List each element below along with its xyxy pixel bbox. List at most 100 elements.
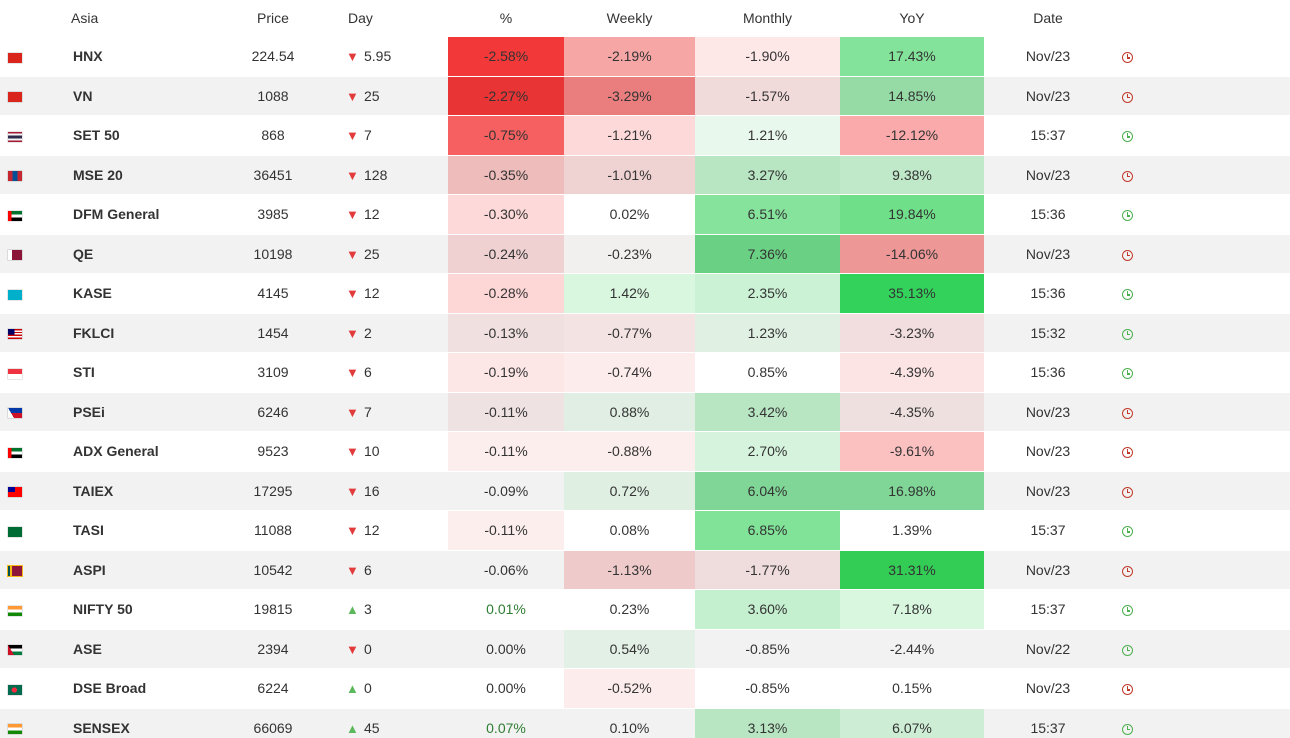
price-cell: 17295	[198, 470, 348, 511]
down-arrow-icon: ▼	[346, 523, 359, 539]
weekly-change-cell: 0.88%	[564, 391, 695, 432]
table-row[interactable]: ADX General 9523 ▼ 10 -0.11% -0.88% 2.70% -9.61…	[0, 431, 1290, 471]
index-name-link[interactable]: HNX	[30, 36, 198, 76]
monthly-change-cell: -1.90%	[695, 36, 840, 76]
india-flag-icon	[8, 605, 22, 616]
header-date[interactable]: Date	[1033, 10, 1063, 26]
flag-cell	[0, 707, 30, 738]
price-cell: 11088	[198, 510, 348, 550]
table-row[interactable]: HNX 224.54 ▼ 5.95 -2.58% -2.19% -1.90% 17.43% No…	[0, 36, 1290, 76]
down-arrow-icon: ▼	[346, 325, 359, 341]
day-change-cell: ▼ 12	[346, 510, 448, 550]
table-row[interactable]: STI 3109 ▼ 6 -0.19% -0.74% 0.85% -4.39% 15:36	[0, 352, 1290, 392]
day-change-cell: ▼ 7	[346, 391, 448, 432]
index-name-link[interactable]: KASE	[30, 273, 198, 313]
weekly-change-cell: -1.21%	[564, 115, 695, 155]
price-cell: 19815	[198, 589, 348, 629]
index-name-link[interactable]: FKLCI	[30, 312, 198, 353]
yoy-change-cell: 14.85%	[840, 75, 984, 116]
yoy-change-cell: -4.39%	[840, 352, 984, 392]
market-status-cell	[1112, 707, 1290, 738]
day-change-cell: ▼ 12	[346, 194, 448, 234]
table-row[interactable]: SET 50 868 ▼ 7 -0.75% -1.21% 1.21% -12.12% 15:37	[0, 115, 1290, 155]
weekly-change-cell: -0.77%	[564, 312, 695, 353]
saudi-flag-icon	[8, 526, 22, 537]
day-change-value: 12	[364, 522, 380, 539]
index-name-link[interactable]: NIFTY 50	[30, 589, 198, 629]
index-name-link[interactable]: MSE 20	[30, 154, 198, 195]
table-row[interactable]: QE 10198 ▼ 25 -0.24% -0.23% 7.36% -14.06% Nov/23	[0, 233, 1290, 274]
uae-flag-icon	[8, 447, 22, 458]
header-region[interactable]: Asia	[71, 10, 99, 26]
market-status-cell	[1112, 668, 1290, 708]
index-name-link[interactable]: TAIEX	[30, 470, 198, 511]
index-name-link[interactable]: ASE	[30, 628, 198, 669]
percent-change-cell: -0.24%	[448, 233, 564, 274]
market-status-cell	[1112, 36, 1290, 76]
index-name-link[interactable]: DSE Broad	[30, 668, 198, 708]
index-name-link[interactable]: STI	[30, 352, 198, 392]
table-row[interactable]: TASI 11088 ▼ 12 -0.11% 0.08% 6.85% 1.39% 15:37	[0, 510, 1290, 550]
down-arrow-icon: ▼	[346, 483, 359, 499]
index-name-link[interactable]: ASPI	[30, 549, 198, 590]
market-status-cell	[1112, 589, 1290, 629]
date-cell: Nov/23	[984, 431, 1112, 471]
index-name-link[interactable]: VN	[30, 75, 198, 116]
price-cell: 10198	[198, 233, 348, 274]
index-name-link[interactable]: SENSEX	[30, 707, 198, 738]
flag-cell	[0, 431, 30, 471]
thailand-flag-icon	[8, 131, 22, 142]
day-change-value: 45	[364, 720, 380, 736]
index-name-link[interactable]: QE	[30, 233, 198, 274]
clock-icon	[1122, 644, 1133, 656]
flag-cell	[0, 668, 30, 708]
index-name-link[interactable]: DFM General	[30, 194, 198, 234]
price-cell: 66069	[198, 707, 348, 738]
header-price[interactable]: Price	[257, 10, 289, 26]
table-row[interactable]: DFM General 3985 ▼ 12 -0.30% 0.02% 6.51% 19.84%…	[0, 194, 1290, 234]
index-name-link[interactable]: SET 50	[30, 115, 198, 155]
clock-icon	[1122, 723, 1133, 735]
monthly-change-cell: -0.85%	[695, 628, 840, 669]
header-yoy[interactable]: YoY	[899, 10, 925, 26]
header-weekly[interactable]: Weekly	[606, 10, 653, 26]
weekly-change-cell: -3.29%	[564, 75, 695, 116]
table-row[interactable]: SENSEX 66069 ▲ 45 0.07% 0.10% 3.13% 6.07% 15:37	[0, 707, 1290, 738]
market-status-cell	[1112, 431, 1290, 471]
header-percent[interactable]: %	[499, 10, 513, 26]
yoy-change-cell: -4.35%	[840, 391, 984, 432]
date-cell: 15:37	[984, 510, 1112, 550]
market-status-cell	[1112, 75, 1290, 116]
table-row[interactable]: KASE 4145 ▼ 12 -0.28% 1.42% 2.35% 35.13% 15:36	[0, 273, 1290, 313]
header-monthly[interactable]: Monthly	[742, 10, 793, 26]
malaysia-flag-icon	[8, 329, 22, 340]
clock-icon	[1122, 249, 1133, 261]
table-row[interactable]: VN 1088 ▼ 25 -2.27% -3.29% -1.57% 14.85% Nov/23	[0, 75, 1290, 116]
table-row[interactable]: ASE 2394 ▼ 0 0.00% 0.54% -0.85% -2.44% Nov/22	[0, 628, 1290, 669]
index-name-link[interactable]: PSEi	[30, 391, 198, 432]
table-row[interactable]: PSEi 6246 ▼ 7 -0.11% 0.88% 3.42% -4.35% Nov/23	[0, 391, 1290, 432]
index-name-link[interactable]: TASI	[30, 510, 198, 550]
price-cell: 3109	[198, 352, 348, 392]
market-status-cell	[1112, 352, 1290, 392]
date-cell: 15:37	[984, 707, 1112, 738]
table-row[interactable]: MSE 20 36451 ▼ 128 -0.35% -1.01% 3.27% 9.38% Nov…	[0, 154, 1290, 195]
price-cell: 6224	[198, 668, 348, 708]
table-row[interactable]: FKLCI 1454 ▼ 2 -0.13% -0.77% 1.23% -3.23% 15:32	[0, 312, 1290, 353]
table-row[interactable]: NIFTY 50 19815 ▲ 3 0.01% 0.23% 3.60% 7.18% 15:37	[0, 589, 1290, 629]
date-cell: Nov/23	[984, 36, 1112, 76]
index-name-link[interactable]: ADX General	[30, 431, 198, 471]
clock-icon	[1122, 447, 1133, 459]
table-row[interactable]: DSE Broad 6224 ▲ 0 0.00% -0.52% -0.85% 0.15% Nov…	[0, 668, 1290, 708]
percent-change-cell: -0.11%	[448, 391, 564, 432]
price-cell: 1088	[198, 75, 348, 116]
monthly-change-cell: 7.36%	[695, 233, 840, 274]
table-row[interactable]: TAIEX 17295 ▼ 16 -0.09% 0.72% 6.04% 16.98% Nov/2…	[0, 470, 1290, 511]
weekly-change-cell: -0.52%	[564, 668, 695, 708]
flag-cell	[0, 36, 30, 76]
table-row[interactable]: ASPI 10542 ▼ 6 -0.06% -1.13% -1.77% 31.31% Nov/2…	[0, 549, 1290, 590]
header-day[interactable]: Day	[348, 10, 373, 26]
day-change-value: 5.95	[364, 48, 392, 65]
yoy-change-cell: 6.07%	[840, 707, 984, 738]
